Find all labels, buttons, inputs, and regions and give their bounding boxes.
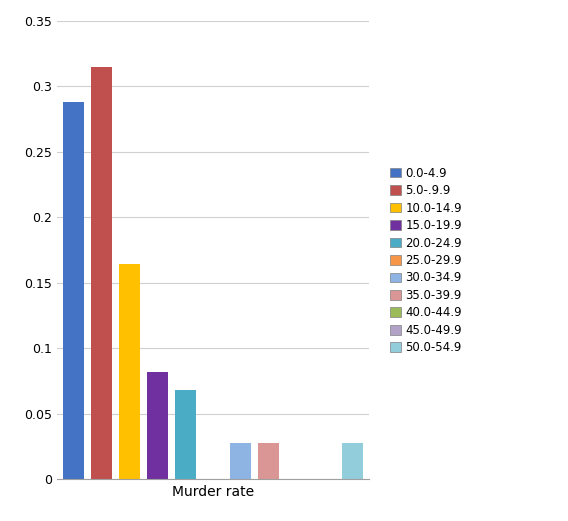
Bar — [119, 265, 140, 479]
Bar — [258, 443, 279, 479]
Bar — [63, 102, 84, 479]
X-axis label: Murder rate: Murder rate — [172, 485, 254, 499]
Bar — [91, 67, 112, 479]
Bar — [174, 390, 195, 479]
Bar — [231, 443, 252, 479]
Bar — [147, 372, 168, 479]
Legend: 0.0-4.9, 5.0-.9.9, 10.0-14.9, 15.0-19.9, 20.0-24.9, 25.0-29.9, 30.0-34.9, 35.0-3: 0.0-4.9, 5.0-.9.9, 10.0-14.9, 15.0-19.9,… — [386, 163, 466, 358]
Bar — [342, 443, 363, 479]
